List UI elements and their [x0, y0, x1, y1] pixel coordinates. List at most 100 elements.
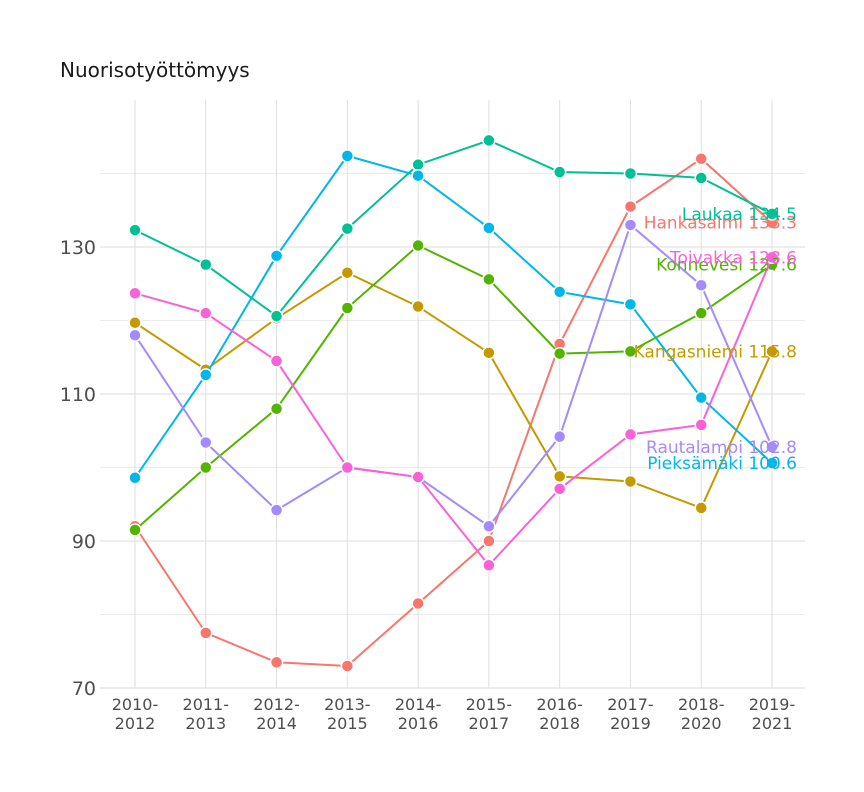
data-point: [199, 257, 213, 272]
data-point: [128, 315, 142, 330]
data-point: [623, 218, 638, 232]
data-point: [765, 250, 779, 265]
data-point: [340, 221, 355, 236]
data-point: [482, 221, 496, 235]
data-point: [694, 390, 708, 405]
y-tick-label: 130: [60, 237, 96, 259]
x-tick-label: 2014-2016: [395, 695, 442, 733]
x-tick-line2: 2013: [185, 714, 226, 733]
x-tick-label: 2013-2015: [324, 695, 371, 733]
x-tick-line1: 2013-: [324, 695, 371, 714]
series-line: [134, 244, 773, 531]
series-laukaa: [128, 133, 779, 323]
data-point: [411, 238, 425, 253]
x-tick-line1: 2017-: [607, 695, 654, 714]
x-tick-label: 2016-2018: [536, 695, 583, 733]
x-tick-label: 2010-2012: [112, 695, 159, 733]
x-tick-line2: 2012: [115, 714, 156, 733]
data-point: [411, 596, 425, 611]
x-tick-line2: 2017: [469, 714, 510, 733]
data-point: [694, 501, 708, 515]
data-point: [199, 435, 213, 450]
x-tick-line2: 2018: [539, 714, 580, 733]
series-line: [134, 223, 773, 528]
data-point: [269, 503, 284, 517]
data-point: [411, 299, 425, 314]
x-tick-line1: 2011-: [183, 695, 230, 714]
data-point: [340, 265, 355, 280]
data-point: [765, 344, 779, 359]
data-point: [199, 306, 213, 320]
data-point: [623, 344, 638, 359]
data-point: [269, 354, 284, 368]
data-point: [623, 427, 638, 442]
data-point: [623, 199, 638, 214]
data-point: [199, 368, 213, 382]
x-tick-line2: 2019: [610, 714, 651, 733]
data-point: [552, 482, 567, 496]
data-point: [623, 297, 638, 312]
end-label: Laukaa 134.5: [682, 205, 797, 225]
x-tick-line1: 2015-: [466, 695, 513, 714]
data-point: [623, 474, 638, 489]
data-point: [482, 346, 496, 360]
data-point: [765, 207, 779, 221]
x-tick-line1: 2014-: [395, 695, 442, 714]
data-point: [482, 272, 496, 287]
x-tick-line1: 2018-: [678, 695, 725, 714]
data-point: [340, 149, 355, 163]
data-point: [199, 460, 213, 475]
data-point: [128, 286, 142, 301]
end-label: Kangasniemi 115.8: [634, 342, 797, 362]
data-point: [269, 655, 284, 670]
x-tick-label: 2018-2020: [678, 695, 725, 733]
x-tick-line2: 2016: [398, 714, 439, 733]
data-point: [694, 152, 708, 166]
data-point: [199, 626, 213, 640]
y-axis: 70 90 110 130: [60, 237, 96, 700]
data-point: [411, 157, 425, 172]
series-line: [134, 139, 773, 318]
x-tick-line1: 2012-: [253, 695, 300, 714]
x-axis: 2010-2012 2011-2013 2012-2014 2013-2015 2014…: [112, 695, 796, 733]
series-group: [128, 133, 779, 673]
x-tick-label: 2015-2017: [466, 695, 513, 733]
y-tick-label: 70: [72, 678, 96, 700]
x-tick-line2: 2015: [327, 714, 368, 733]
data-point: [552, 429, 567, 444]
chart-title: Nuorisotyöttömyys: [60, 58, 250, 82]
x-tick-line2: 2021: [752, 714, 793, 733]
x-tick-label: 2011-2013: [183, 695, 230, 733]
y-tick-label: 110: [60, 384, 96, 406]
end-label: Rautalampi 102.8: [646, 438, 797, 458]
data-point: [482, 534, 496, 548]
series-line: [134, 256, 773, 567]
data-point: [411, 470, 425, 484]
data-point: [552, 285, 567, 299]
data-point: [128, 328, 142, 342]
data-point: [482, 519, 496, 534]
x-tick-label: 2012-2014: [253, 695, 300, 733]
end-label: Toivakka 128.6: [669, 248, 797, 268]
x-tick-label: 2019-2021: [749, 695, 796, 733]
data-point: [482, 133, 496, 148]
data-point: [623, 166, 638, 181]
series-toivakka: [128, 250, 779, 573]
data-point: [694, 278, 708, 292]
series-konnevesi: [128, 238, 779, 537]
data-point: [694, 418, 708, 432]
data-point: [269, 249, 284, 263]
data-point: [552, 165, 567, 179]
data-point: [765, 440, 779, 454]
series-line: [134, 157, 773, 667]
end-label: Pieksämäki 100.6: [647, 454, 797, 474]
x-tick-line2: 2020: [681, 714, 722, 733]
data-point: [128, 471, 142, 485]
data-point: [694, 171, 708, 185]
x-tick-line2: 2014: [256, 714, 297, 733]
data-point: [340, 460, 355, 475]
x-tick-label: 2017-2019: [607, 695, 654, 733]
end-label: Hankasalmi 133.3: [644, 214, 797, 234]
data-point: [482, 558, 496, 573]
data-point: [552, 469, 567, 484]
